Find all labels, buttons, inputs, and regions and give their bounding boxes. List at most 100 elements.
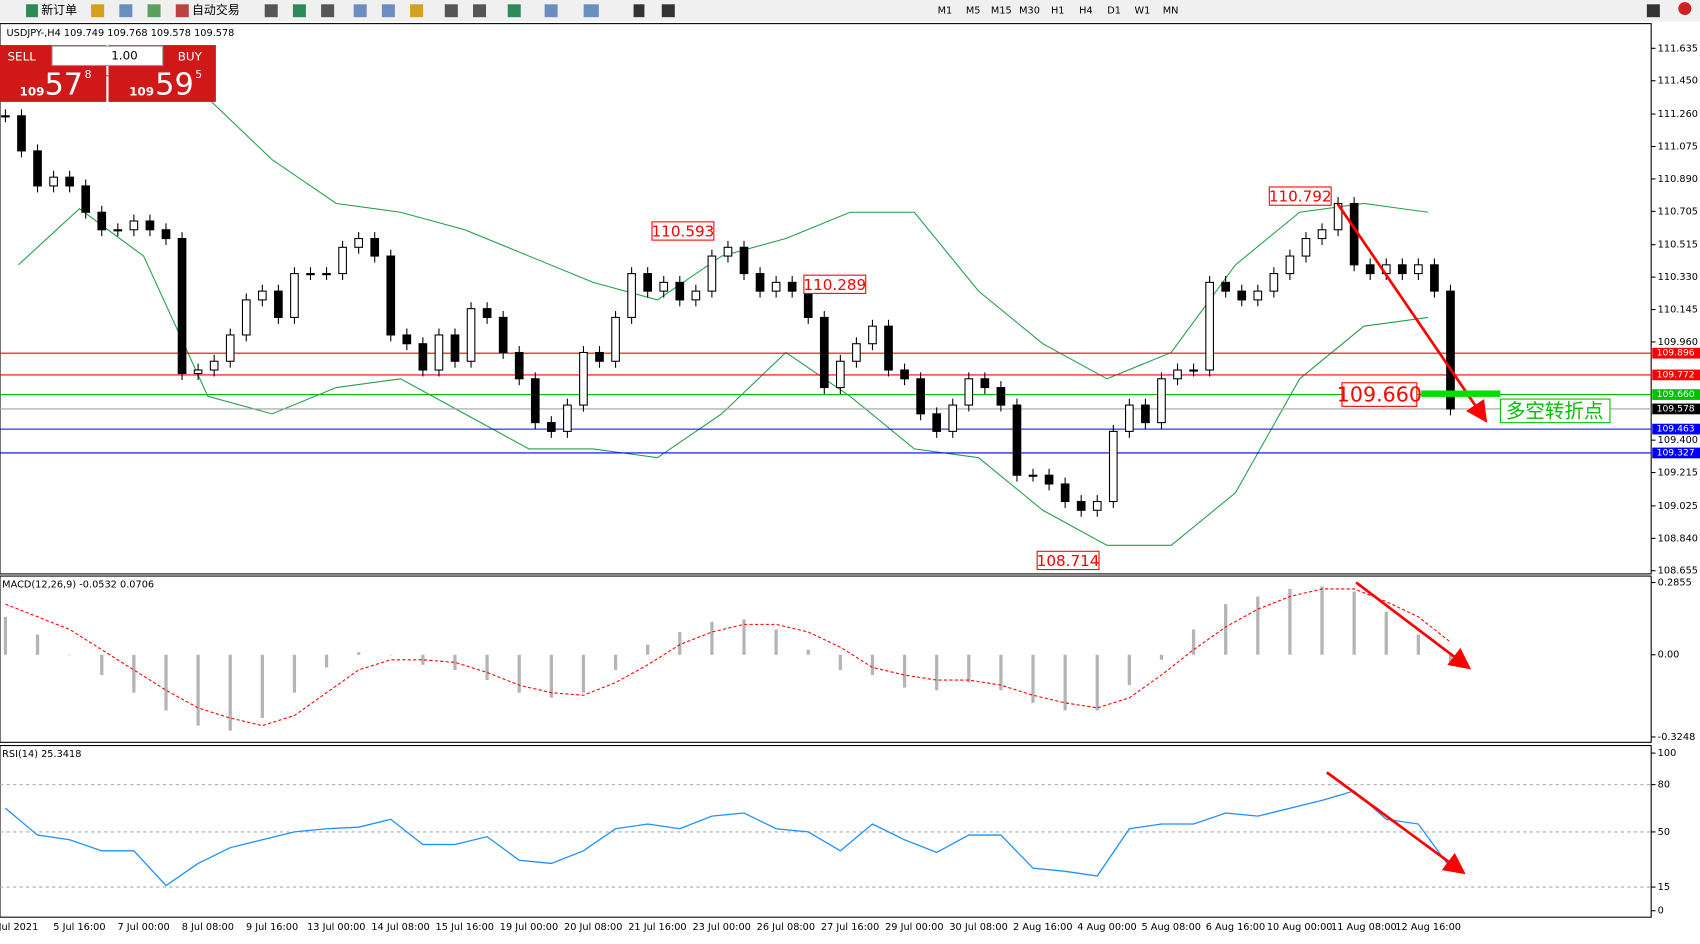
candle — [691, 290, 701, 301]
price-annotation: 109.660 — [1337, 383, 1422, 407]
timeframe-button[interactable]: W1 — [1134, 6, 1150, 17]
rsi-title: RSI(14) 25.3418 — [2, 749, 81, 760]
timeframe-button[interactable]: M30 — [1019, 6, 1040, 17]
macd-bar — [1031, 654, 1035, 703]
candle — [546, 422, 556, 432]
trade-panel: SELL BUY 1.00 109 57 8 109 59 5 — [0, 45, 216, 102]
candle — [1397, 264, 1407, 275]
x-tick-label: 27 Jul 16:00 — [821, 922, 879, 933]
candle — [1253, 290, 1263, 301]
price-annotation-box — [1341, 382, 1418, 407]
price-level-label: 109.463 — [1657, 424, 1695, 435]
price-level-tag — [1652, 423, 1700, 435]
candle — [1446, 290, 1455, 410]
candle — [643, 273, 653, 292]
candle — [241, 299, 251, 336]
candle — [97, 211, 107, 231]
sell-sup: 8 — [85, 68, 92, 81]
y-tick-label: 0.2855 — [1658, 578, 1692, 589]
macd-signal — [5, 588, 1451, 727]
candle — [482, 308, 492, 318]
price-annotation-box — [651, 221, 715, 241]
macd-bar — [132, 654, 136, 693]
macd-bar — [999, 654, 1003, 691]
timeframe-button[interactable]: H1 — [1051, 6, 1065, 17]
macd-bar — [1127, 654, 1131, 686]
x-tick-label: 13 Jul 00:00 — [307, 922, 365, 933]
bollinger-band — [18, 208, 1429, 546]
buy-big: 59 — [155, 67, 194, 102]
macd-bar — [613, 654, 618, 670]
candle — [852, 343, 861, 362]
x-tick-label: 4 Aug 00:00 — [1077, 922, 1136, 933]
price-level-label: 109.772 — [1657, 369, 1695, 380]
buy-small: 109 — [129, 85, 154, 99]
candle — [836, 360, 845, 389]
x-tick-label: 29 Jul 00:00 — [885, 922, 943, 933]
candle — [209, 360, 219, 371]
macd-bar — [485, 654, 489, 681]
y-tick-label: 108.840 — [1658, 533, 1698, 544]
y-tick-label: 109.215 — [1658, 468, 1698, 479]
macd-bar — [678, 631, 682, 655]
candle — [17, 115, 26, 152]
candle — [1157, 378, 1166, 424]
candle — [964, 378, 974, 406]
price-level-tag — [1652, 447, 1700, 459]
new-order-button[interactable]: 新订单 — [41, 3, 77, 17]
trend-arrow — [1336, 203, 1488, 423]
lots-box[interactable] — [51, 45, 164, 66]
macd-bar — [1256, 596, 1260, 655]
x-tick-label: 2 Aug 16:00 — [1013, 922, 1072, 933]
x-tick-label: 14 Jul 08:00 — [371, 922, 429, 933]
timeframe-button[interactable]: D1 — [1107, 6, 1121, 17]
auto-trading-button[interactable]: 自动交易 — [192, 3, 240, 17]
symbol-title: USDJPY-,H4 109.749 109.768 109.578 109.5… — [7, 28, 235, 39]
timeframe-button[interactable]: M1 — [938, 6, 953, 17]
macd-bar — [870, 654, 875, 676]
macd-bar — [1159, 654, 1164, 660]
price-level-tag — [1652, 347, 1700, 359]
x-tick-label: 9 Jul 16:00 — [246, 922, 298, 933]
macd-bar — [742, 619, 746, 655]
candle — [354, 237, 363, 248]
price-level-tag — [1652, 389, 1700, 400]
y-tick-label: 109.025 — [1658, 501, 1698, 512]
candle — [1317, 229, 1327, 240]
candle — [900, 369, 909, 380]
macd-bar — [774, 629, 778, 655]
timeframe-button[interactable]: M15 — [991, 6, 1012, 17]
macd-bar — [228, 654, 232, 731]
price-annotation-box — [1268, 186, 1332, 206]
candle — [1333, 202, 1343, 231]
price-level-label: 109.660 — [1657, 389, 1695, 400]
price-level-tag — [1652, 403, 1700, 415]
candle — [274, 290, 283, 318]
timeframe-button[interactable]: M5 — [966, 6, 981, 17]
y-tick-label: 0 — [1658, 906, 1664, 917]
candle — [868, 325, 877, 345]
y-tick-label: 110.515 — [1658, 240, 1698, 251]
chart-layer: 111.635 111.450 111.260 111.075 110.890 110.7… — [0, 43, 1700, 933]
macd-bar — [35, 634, 40, 655]
y-tick-label: 100 — [1658, 748, 1677, 759]
x-tick-label: 11 Aug 08:00 — [1331, 922, 1397, 933]
candle — [755, 273, 765, 292]
x-tick-label: 7 Jul 00:00 — [118, 922, 170, 933]
x-tick-label: 26 Jul 08:00 — [757, 922, 815, 933]
y-tick-label: 110.330 — [1658, 272, 1698, 283]
x-tick-label: 19 Jul 00:00 — [500, 922, 558, 933]
sell-small: 109 — [20, 85, 45, 99]
buy-sup: 5 — [195, 68, 202, 81]
rsi-panel — [0, 745, 1652, 918]
timeframe-button[interactable]: H4 — [1079, 6, 1093, 17]
timeframe-button[interactable]: MN — [1163, 6, 1179, 17]
x-tick-label: 21 Jul 16:00 — [628, 922, 686, 933]
macd-bar — [1416, 634, 1420, 655]
candle — [225, 334, 235, 362]
macd-bar — [164, 654, 168, 711]
candle — [257, 290, 267, 301]
candle — [1221, 281, 1231, 292]
macd-bar — [421, 654, 425, 665]
macd-bar — [838, 654, 842, 670]
